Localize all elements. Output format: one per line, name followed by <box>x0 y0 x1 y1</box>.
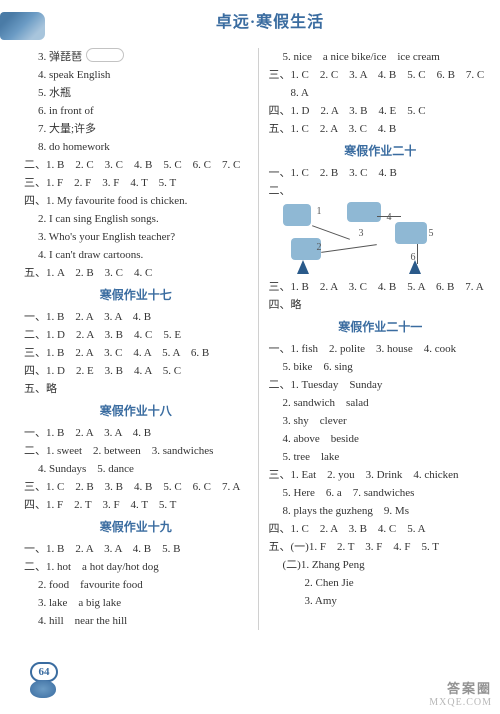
answer-line: 3. shy clever <box>269 412 493 430</box>
answer-line: 三、1. F 2. F 3. F 4. T 5. T <box>24 174 248 192</box>
diagram-label: 5 <box>429 228 434 239</box>
arrow-icon <box>409 260 421 274</box>
section-title-19: 寒假作业十九 <box>24 516 248 538</box>
diagram-label: 2 <box>317 242 322 253</box>
page-number-badge: 64 <box>30 662 70 702</box>
answer-line: 三、1. C 2. B 3. B 4. B 5. C 6. C 7. A <box>24 478 248 496</box>
answer-line: 四、略 <box>269 296 493 314</box>
answer-line: 四、1. F 2. T 3. F 4. T 5. T <box>24 496 248 514</box>
answer-line: 二、1. Tuesday Sunday <box>269 376 493 394</box>
answer-line: 一、1. B 2. A 3. A 4. B <box>24 308 248 326</box>
answer-line: 4. above beside <box>269 430 493 448</box>
section-title-20: 寒假作业二十 <box>269 140 493 162</box>
answer-line: 二、 <box>269 182 493 200</box>
section-title-18: 寒假作业十八 <box>24 400 248 422</box>
answer-line: 5. bike 6. sing <box>269 358 493 376</box>
answer-line: 2. sandwich salad <box>269 394 493 412</box>
answer-line: 一、1. C 2. B 3. C 4. B <box>269 164 493 182</box>
answer-line: (二)1. Zhang Peng <box>269 556 493 574</box>
answer-line: 4. Sundays 5. dance <box>24 460 248 478</box>
diagram-shape <box>395 222 427 244</box>
page-number: 64 <box>30 662 58 682</box>
answer-line: 三、1. C 2. C 3. A 4. B 5. C 6. B 7. C <box>269 66 493 84</box>
answer-line: 四、1. D 2. A 3. B 4. E 5. C <box>269 102 493 120</box>
answer-line: 4. I can't draw cartoons. <box>24 246 248 264</box>
answer-line: 二、1. B 2. C 3. C 4. B 5. C 6. C 7. C <box>24 156 248 174</box>
section-title-21: 寒假作业二十一 <box>269 316 493 338</box>
answer-line: 5. 水瓶 <box>24 84 248 102</box>
answer-line: 二、1. hot a hot day/hot dog <box>24 558 248 576</box>
answer-line: 5. tree lake <box>269 448 493 466</box>
answer-line: 3. lake a big lake <box>24 594 248 612</box>
page-title: 卓远·寒假生活 <box>40 8 500 32</box>
answer-line: 三、1. Eat 2. you 3. Drink 4. chicken <box>269 466 493 484</box>
watermark-text: 答案圈 <box>429 678 492 697</box>
answer-line: 5. Here 6. a 7. sandwiches <box>269 484 493 502</box>
answer-line: 一、1. fish 2. polite 3. house 4. cook <box>269 340 493 358</box>
answer-line: 三、1. B 2. A 3. C 4. A 5. A 6. B <box>24 344 248 362</box>
diagram-shape <box>283 204 311 226</box>
header-decoration-image <box>0 12 45 40</box>
watermark: 答案圈 MXQE.COM <box>429 678 492 708</box>
page-badge-decoration <box>30 680 56 698</box>
answer-line: 二、1. D 2. A 3. B 4. C 5. E <box>24 326 248 344</box>
answer-line: 2. I can sing English songs. <box>24 210 248 228</box>
answer-line: 5. nice a nice bike/ice ice cream <box>269 48 493 66</box>
content-area: 3. 弹琵琶 4. speak English 5. 水瓶 6. in fron… <box>0 44 500 630</box>
diagram-label: 1 <box>317 206 322 217</box>
section-title-17: 寒假作业十七 <box>24 284 248 306</box>
answer-line: 二、1. sweet 2. between 3. sandwiches <box>24 442 248 460</box>
answer-line: 一、1. B 2. A 3. A 4. B <box>24 424 248 442</box>
answer-line: 五、略 <box>24 380 248 398</box>
arrow-icon <box>297 260 309 274</box>
answer-line: 2. food favourite food <box>24 576 248 594</box>
left-column: 3. 弹琵琶 4. speak English 5. 水瓶 6. in fron… <box>24 48 258 630</box>
answer-line: 7. 大量;许多 <box>24 120 248 138</box>
right-column: 5. nice a nice bike/ice ice cream 三、1. C… <box>258 48 493 630</box>
answer-line: 3. Who's your English teacher? <box>24 228 248 246</box>
answer-line: 一、1. B 2. A 3. A 4. B 5. B <box>24 540 248 558</box>
answer-line: 3. 弹琵琶 <box>24 48 248 66</box>
answer-line: 五、1. C 2. A 3. C 4. B <box>269 120 493 138</box>
answer-line: 三、1. B 2. A 3. C 4. B 5. A 6. B 7. A <box>269 278 493 296</box>
answer-line: 四、1. My favourite food is chicken. <box>24 192 248 210</box>
watermark-url: MXQE.COM <box>429 697 492 708</box>
answer-line: 4. hill near the hill <box>24 612 248 630</box>
map-diagram: 1 2 3 4 5 6 <box>277 202 493 274</box>
answer-line: 五、(一)1. F 2. T 3. F 4. F 5. T <box>269 538 493 556</box>
answer-line: 五、1. A 2. B 3. C 4. C <box>24 264 248 282</box>
hand-annotation <box>86 48 124 62</box>
diagram-label: 4 <box>387 212 392 223</box>
answer-line: 6. in front of <box>24 102 248 120</box>
answer-line: 4. speak English <box>24 66 248 84</box>
answer-line: 3. Amy <box>269 592 493 610</box>
answer-line: 8. A <box>269 84 493 102</box>
diagram-connector <box>321 244 377 253</box>
answer-line: 8. plays the guzheng 9. Ms <box>269 502 493 520</box>
answer-line: 8. do homework <box>24 138 248 156</box>
answer-line: 四、1. D 2. E 3. B 4. A 5. C <box>24 362 248 380</box>
answer-line: 四、1. C 2. A 3. B 4. C 5. A <box>269 520 493 538</box>
page-header: 卓远·寒假生活 <box>0 0 500 44</box>
diagram-shape <box>347 202 381 222</box>
answer-line: 2. Chen Jie <box>269 574 493 592</box>
diagram-label: 3 <box>359 228 364 239</box>
